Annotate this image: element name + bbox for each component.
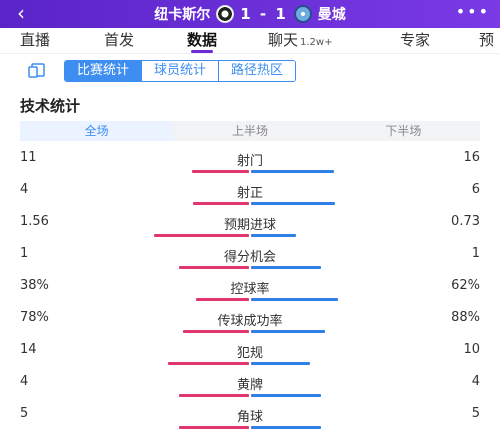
top-tabs: 直播 首发 数据 聊天 1.2w+ 专家 预 — [0, 28, 500, 54]
away-stat-value: 10 — [463, 342, 480, 357]
match-score: 1 - 1 — [240, 5, 288, 23]
segmented-control: 比赛统计 球员统计 路径热区 — [64, 60, 297, 82]
away-stat-value: 88% — [451, 310, 480, 325]
away-stat-bar — [251, 202, 335, 205]
stat-label: 黄牌 — [236, 378, 263, 393]
home-stat-bar — [192, 170, 249, 173]
tab-label: 聊天 — [268, 31, 299, 49]
stat-label: 控球率 — [230, 282, 270, 297]
away-stat-bar — [251, 330, 325, 333]
away-stat-bar — [251, 170, 334, 173]
segment-button[interactable]: 比赛统计 — [65, 61, 142, 81]
away-stat-bar — [251, 426, 321, 429]
more-dots-icon[interactable]: ••• — [455, 2, 490, 21]
home-stat-bar — [196, 298, 249, 301]
home-stat-value: 4 — [20, 374, 29, 389]
home-stat-bar — [193, 202, 249, 205]
away-stat-bar — [251, 394, 321, 397]
stat-row: 4 黄牌 4 — [20, 370, 480, 402]
home-stat-value: 14 — [20, 342, 37, 357]
tab-item[interactable]: 专家 — [400, 28, 430, 52]
stat-label: 射正 — [236, 186, 263, 201]
stat-row: 1 得分机会 1 — [20, 242, 480, 274]
mancity-badge-icon — [293, 5, 312, 23]
newcastle-badge-icon — [216, 5, 235, 23]
home-stat-value: 38% — [20, 278, 49, 293]
away-stat-bar — [251, 298, 338, 301]
home-stat-bar — [179, 394, 249, 397]
home-stat-value: 1.56 — [20, 214, 49, 229]
tab-label: 首发 — [104, 31, 135, 49]
home-stat-value: 5 — [20, 406, 29, 421]
stat-row: 5 角球 5 — [20, 402, 480, 434]
stat-label: 得分机会 — [223, 250, 276, 265]
stat-label: 射门 — [236, 154, 263, 169]
away-stat-bar — [251, 362, 310, 365]
away-stat-value: 0.73 — [451, 214, 480, 229]
segment-button[interactable]: 路径热区 — [218, 61, 296, 81]
stat-label: 犯规 — [236, 346, 263, 361]
period-tab[interactable]: 下半场 — [385, 124, 422, 138]
stat-label: 预期进球 — [223, 218, 276, 233]
period-tabs: 全场 上半场 下半场 — [20, 121, 480, 141]
away-team-name: 曼城 — [317, 7, 346, 23]
away-stat-bar — [251, 234, 296, 237]
away-stat-value: 16 — [463, 150, 480, 165]
away-stat-value: 62% — [451, 278, 480, 293]
home-stat-bar — [183, 330, 249, 333]
home-stat-bar — [179, 266, 249, 269]
tab-item[interactable]: 数据 — [187, 28, 217, 52]
home-stat-bar — [168, 362, 249, 365]
stat-row: 1.56 预期进球 0.73 — [20, 210, 480, 242]
tab-item[interactable]: 预 — [479, 28, 494, 52]
period-tab[interactable]: 全场 — [20, 121, 174, 141]
chevron-left-icon[interactable]: ‹ — [17, 1, 25, 25]
tab-item[interactable]: 聊天 1.2w+ — [268, 28, 332, 55]
stat-row: 14 犯规 10 — [20, 338, 480, 370]
home-stat-value: 78% — [20, 310, 49, 325]
tab-label: 预 — [479, 31, 495, 49]
match-header: ‹ 纽卡斯尔 1 - 1 曼城 ••• — [0, 0, 500, 28]
layout-icon[interactable] — [28, 62, 48, 80]
away-stat-value: 5 — [471, 406, 480, 421]
segment-button[interactable]: 球员统计 — [141, 61, 219, 81]
away-stat-value: 6 — [471, 182, 480, 197]
tab-item[interactable]: 直播 — [20, 28, 50, 52]
away-stat-value: 1 — [471, 246, 480, 261]
tab-label: 专家 — [400, 31, 431, 49]
stat-label: 角球 — [236, 410, 263, 425]
home-team-name: 纽卡斯尔 — [154, 7, 211, 23]
tab-label: 数据 — [187, 31, 218, 49]
tab-badge: 1.2w+ — [300, 37, 333, 48]
tab-item[interactable]: 首发 — [104, 28, 134, 52]
home-stat-value: 11 — [20, 150, 37, 165]
home-stat-value: 1 — [20, 246, 29, 261]
home-stat-value: 4 — [20, 182, 29, 197]
stat-label: 传球成功率 — [217, 314, 283, 329]
home-stat-bar — [179, 426, 249, 429]
stat-row: 4 射正 6 — [20, 178, 480, 210]
home-stat-bar — [154, 234, 249, 237]
match-info: 纽卡斯尔 1 - 1 曼城 — [0, 0, 500, 28]
tab-label: 直播 — [20, 31, 51, 49]
stat-row: 38% 控球率 62% — [20, 274, 480, 306]
period-tab[interactable]: 上半场 — [231, 124, 268, 138]
stats-list: 11 射门 16 4 射正 6 1.56 预期进球 0.73 1 得分机会 1 38% 控球率 62% 78%… — [20, 146, 480, 434]
stat-row: 11 射门 16 — [20, 146, 480, 178]
away-stat-bar — [251, 266, 321, 269]
stat-row: 78% 传球成功率 88% — [20, 306, 480, 338]
away-stat-value: 4 — [471, 374, 480, 389]
section-title: 技术统计 — [20, 97, 81, 115]
stats-view-switcher: 比赛统计 球员统计 路径热区 — [0, 58, 500, 84]
